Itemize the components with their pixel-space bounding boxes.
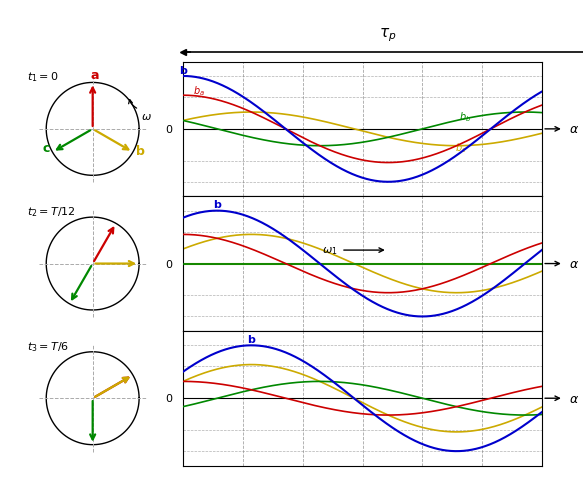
Text: $\tau_p$: $\tau_p$ [380, 26, 397, 44]
Text: $\alpha$: $\alpha$ [569, 123, 579, 136]
Text: c: c [42, 142, 50, 155]
Text: b: b [136, 145, 145, 158]
Text: $b_b$: $b_b$ [459, 110, 471, 123]
Text: $b_a$: $b_a$ [193, 84, 205, 98]
Text: $b_c$: $b_c$ [455, 141, 468, 155]
Text: 0: 0 [165, 394, 172, 403]
Text: $t_1 = 0$: $t_1 = 0$ [27, 70, 58, 84]
Text: $\omega_1$: $\omega_1$ [322, 245, 338, 256]
Text: $\alpha$: $\alpha$ [569, 392, 579, 405]
Text: b: b [247, 334, 255, 344]
Text: a: a [90, 69, 99, 82]
Text: b: b [213, 200, 221, 210]
Text: 0: 0 [165, 125, 172, 134]
Text: 0: 0 [165, 259, 172, 269]
Text: $\alpha$: $\alpha$ [569, 257, 579, 271]
Text: $t_3 = T/6$: $t_3 = T/6$ [27, 339, 69, 353]
Text: $t_2 = T/12$: $t_2 = T/12$ [27, 204, 76, 218]
Text: b: b [179, 65, 187, 75]
Text: $\omega$: $\omega$ [142, 112, 152, 122]
